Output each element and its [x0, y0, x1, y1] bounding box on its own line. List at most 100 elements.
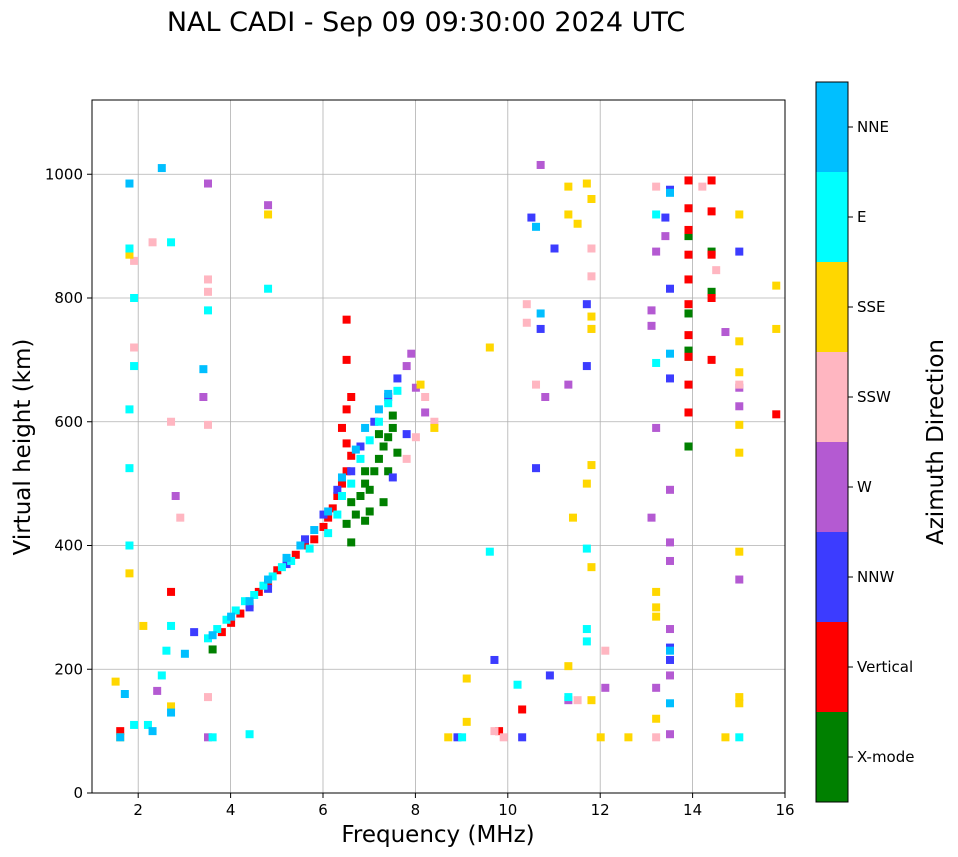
data-point [666, 646, 674, 655]
data-point [264, 284, 273, 293]
data-point [356, 492, 365, 500]
data-point [208, 631, 217, 640]
data-point [684, 380, 693, 389]
data-point [282, 553, 291, 562]
data-point [582, 300, 591, 309]
data-point [254, 587, 263, 596]
data-point [652, 612, 661, 621]
data-point [564, 210, 573, 219]
data-point [582, 479, 591, 488]
data-point [485, 343, 494, 352]
data-point [684, 346, 693, 355]
data-point [661, 213, 670, 222]
data-point [541, 393, 550, 401]
data-point [130, 294, 139, 302]
data-point [319, 522, 328, 531]
data-point [162, 646, 171, 655]
data-point [652, 423, 661, 432]
colorbar-segment [816, 262, 848, 352]
data-point [125, 405, 134, 414]
data-point [393, 374, 402, 383]
data-point [204, 693, 212, 702]
data-point [287, 556, 296, 565]
data-point [587, 195, 596, 203]
data-point [324, 529, 333, 538]
data-point [421, 393, 430, 401]
colorbar-tick-label: Vertical [857, 658, 913, 676]
data-point [684, 204, 693, 213]
data-point [522, 300, 531, 309]
data-point [666, 538, 674, 547]
data-point [416, 380, 425, 389]
data-point [532, 380, 541, 389]
colorbar-frame [815, 81, 849, 803]
data-point [721, 328, 730, 337]
data-point [698, 182, 707, 191]
data-point [666, 730, 674, 739]
data-point [296, 541, 305, 550]
data-point [264, 210, 273, 219]
colorbar-tick-label: W [857, 478, 872, 496]
colorbar-segment [816, 532, 848, 622]
data-point [582, 544, 591, 553]
data-point [125, 250, 134, 259]
data-point [666, 284, 674, 293]
data-point [365, 507, 374, 516]
data-point [495, 727, 504, 736]
x-tick-label: 14 [683, 801, 702, 819]
data-point [573, 696, 582, 705]
data-point [430, 423, 439, 432]
colorbar-tick-label: NNE [857, 118, 889, 136]
data-point [573, 219, 582, 228]
data-point [518, 733, 527, 742]
data-point [735, 448, 744, 457]
data-point [139, 621, 148, 630]
data-point [324, 513, 333, 522]
data-point [568, 513, 577, 522]
data-point [333, 492, 342, 500]
data-point [342, 315, 351, 324]
y-axis-label: Virtual height (km) [10, 339, 36, 556]
data-point [264, 575, 273, 584]
data-point [545, 671, 554, 680]
y-tick-label: 800 [54, 289, 83, 307]
data-point [204, 420, 212, 429]
data-point [587, 696, 596, 705]
data-point [374, 430, 383, 439]
data-point [652, 733, 661, 742]
data-point [666, 374, 674, 383]
data-point [684, 309, 693, 318]
colorbar-segment [816, 352, 848, 442]
data-point [167, 417, 176, 426]
data-point [374, 405, 383, 414]
data-point [684, 250, 693, 259]
data-point [735, 368, 744, 377]
data-point [712, 266, 721, 275]
x-tick-label: 16 [775, 801, 794, 819]
data-point [167, 702, 176, 711]
data-point [143, 720, 152, 729]
data-point [707, 207, 716, 216]
data-point [587, 272, 596, 281]
data-point [347, 451, 356, 460]
data-point [772, 324, 781, 333]
data-point [735, 575, 744, 584]
data-point [707, 355, 716, 364]
data-point [462, 674, 471, 683]
data-point [157, 671, 166, 680]
data-point [402, 362, 411, 371]
data-point [361, 423, 370, 432]
data-point [735, 693, 744, 702]
data-point [365, 436, 374, 445]
data-point [310, 526, 319, 535]
x-tick-label: 6 [318, 801, 328, 819]
data-point [393, 386, 402, 395]
data-point [130, 343, 139, 352]
data-point [587, 461, 596, 470]
data-point [273, 566, 282, 575]
chart-title: NAL CADI - Sep 09 09:30:00 2024 UTC [167, 7, 685, 38]
data-point [601, 646, 610, 655]
data-point [347, 498, 356, 507]
data-point [351, 445, 360, 454]
